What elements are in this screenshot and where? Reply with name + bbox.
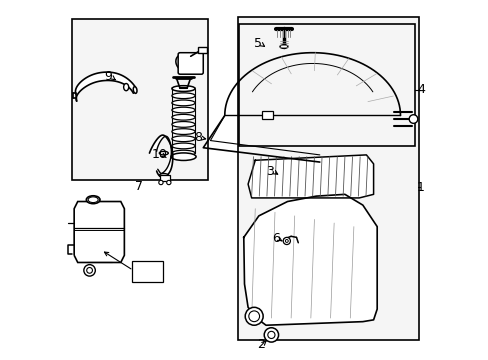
Ellipse shape [171, 86, 195, 91]
Ellipse shape [159, 174, 168, 177]
Text: 1: 1 [416, 181, 424, 194]
Ellipse shape [171, 114, 195, 120]
Text: 2: 2 [257, 338, 265, 351]
Bar [239, 24, 414, 146]
Circle shape [248, 311, 259, 321]
Ellipse shape [159, 151, 168, 155]
Text: 6: 6 [271, 232, 280, 245]
Bar [238, 17, 418, 339]
PathPatch shape [74, 202, 124, 262]
Circle shape [244, 307, 263, 325]
Circle shape [159, 180, 163, 185]
Bar [159, 175, 170, 181]
Bar [262, 111, 273, 119]
Ellipse shape [171, 107, 195, 113]
Ellipse shape [179, 56, 198, 71]
Ellipse shape [171, 153, 196, 161]
Text: 7: 7 [134, 180, 142, 193]
Ellipse shape [280, 45, 287, 48]
Polygon shape [244, 194, 376, 325]
PathPatch shape [149, 135, 172, 177]
Ellipse shape [123, 84, 128, 91]
Circle shape [283, 237, 290, 244]
Ellipse shape [171, 100, 195, 106]
Circle shape [408, 115, 417, 123]
Bar [238, 17, 418, 339]
Circle shape [83, 265, 95, 276]
Bar [239, 24, 414, 146]
Text: 9: 9 [104, 69, 112, 82]
Ellipse shape [86, 196, 100, 204]
Text: 11: 11 [140, 269, 155, 282]
Circle shape [166, 180, 171, 185]
Bar [131, 261, 163, 282]
Text: 11: 11 [140, 265, 155, 278]
Bar [198, 47, 206, 53]
Bar [72, 19, 207, 180]
Bar [72, 19, 207, 180]
Circle shape [267, 331, 274, 338]
Polygon shape [247, 155, 373, 198]
Text: 8: 8 [193, 131, 202, 144]
Text: 10: 10 [151, 148, 167, 161]
Circle shape [86, 267, 92, 273]
Text: 5: 5 [253, 36, 261, 50]
Ellipse shape [171, 122, 195, 127]
Ellipse shape [176, 53, 202, 74]
Circle shape [264, 328, 278, 342]
Text: 3: 3 [265, 165, 273, 177]
Ellipse shape [171, 93, 195, 99]
Ellipse shape [171, 143, 195, 149]
Ellipse shape [171, 136, 195, 141]
Circle shape [285, 239, 287, 242]
Ellipse shape [171, 129, 195, 134]
Ellipse shape [171, 150, 195, 156]
PathPatch shape [75, 72, 135, 101]
FancyBboxPatch shape [178, 53, 203, 74]
Ellipse shape [88, 197, 98, 203]
Ellipse shape [133, 87, 137, 93]
Text: 4: 4 [416, 83, 424, 96]
